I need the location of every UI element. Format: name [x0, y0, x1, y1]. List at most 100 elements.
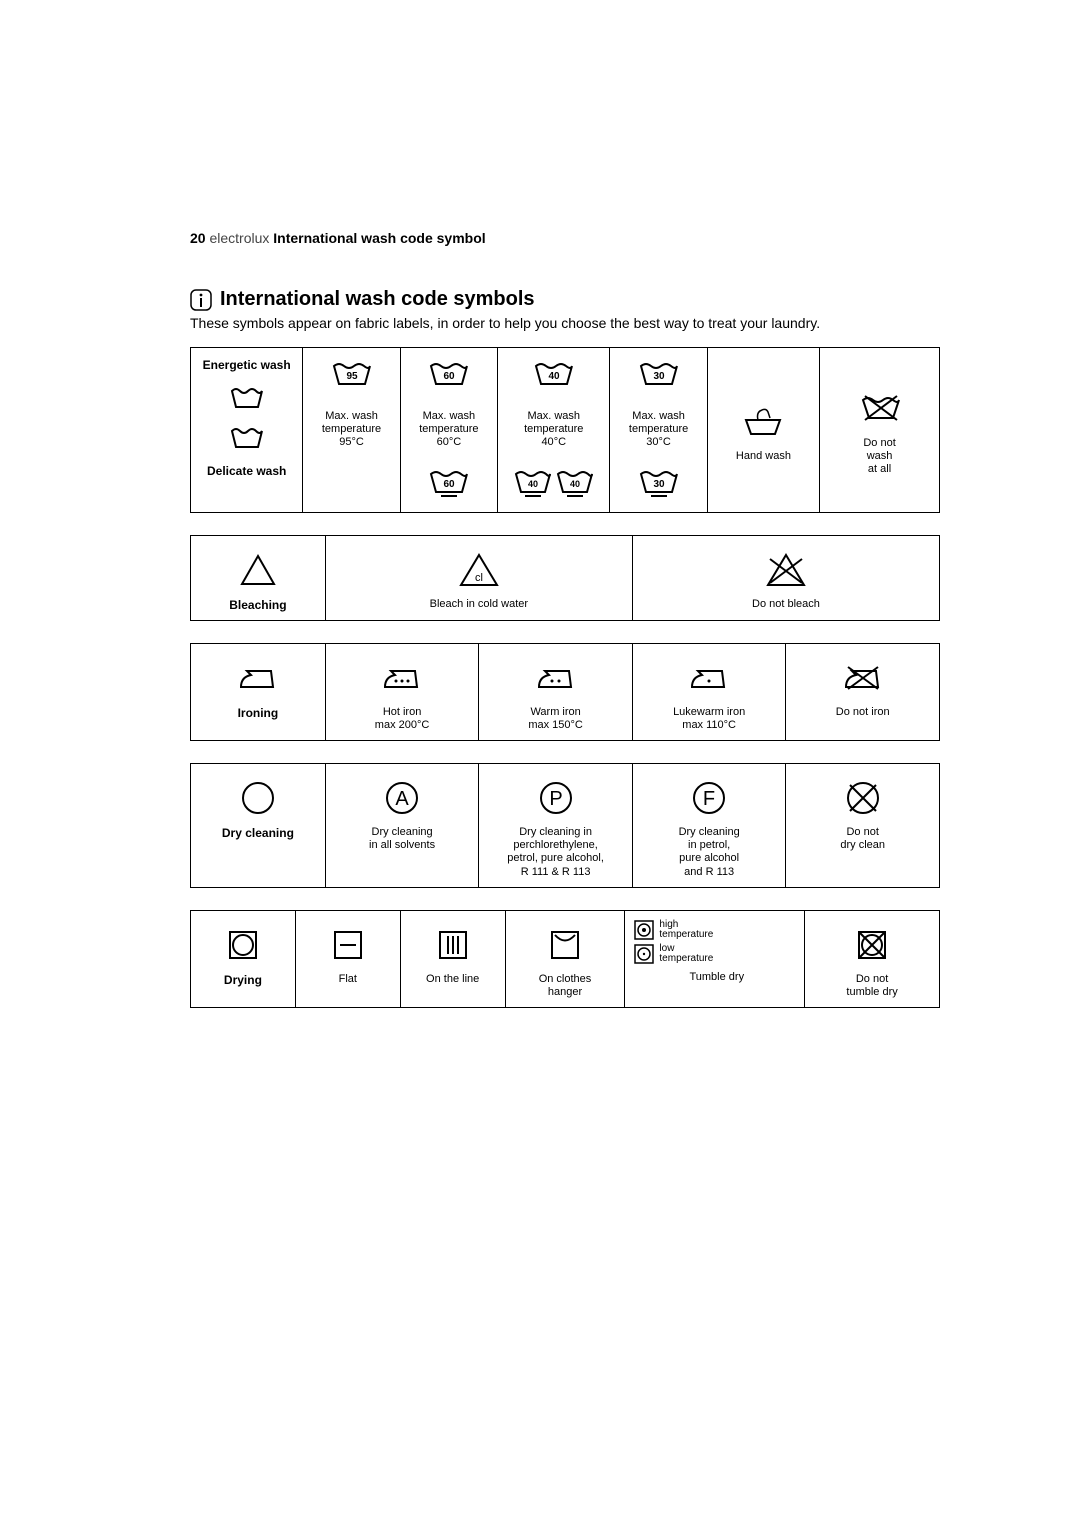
drycleaning-label: Dry cleaning — [195, 826, 321, 840]
dryclean-donot-label: Do not dry clean — [790, 826, 935, 852]
iron-3dot-icon — [381, 663, 423, 693]
iron-1dot-icon — [688, 663, 730, 693]
dryclean-a-label: Dry cleaning in all solvents — [330, 826, 475, 852]
svg-text:40: 40 — [570, 479, 580, 489]
dryclean-p-cell: P Dry cleaning in perchlorethylene, petr… — [479, 763, 633, 887]
section-name: International wash code symbol — [273, 230, 485, 246]
wash-tub-30-icon: 30 — [637, 360, 681, 388]
document-page: 20 electrolux International wash code sy… — [0, 0, 1080, 1527]
triangle-cl-icon: cl — [457, 551, 501, 589]
dryclean-f-cell: F Dry cleaning in petrol, pure alcohol a… — [632, 763, 786, 887]
tumble-low-label: low temperature — [659, 944, 713, 964]
hand-wash-cell: Hand wash — [707, 348, 819, 513]
page-number: 20 — [190, 230, 206, 246]
intro-text: These symbols appear on fabric labels, i… — [190, 315, 940, 331]
svg-text:40: 40 — [548, 371, 560, 382]
ironing-label-cell: Ironing — [191, 643, 326, 740]
do-not-wash-icon — [857, 392, 903, 426]
delicate-wash-label: Delicate wash — [195, 464, 298, 478]
wash-tub-60-icon: 60 — [427, 360, 471, 388]
hand-wash-icon — [740, 404, 786, 440]
svg-text:30: 30 — [653, 371, 665, 382]
iron-donot-label: Do not iron — [790, 706, 935, 719]
dryclean-donot-cell: Do not dry clean — [786, 763, 940, 887]
iron-hot-label: Hot iron max 200°C — [330, 706, 475, 732]
dry-flat-label: Flat — [300, 973, 396, 986]
dry-tumble-cell: high temperature low temperature Tumble … — [625, 910, 805, 1007]
wash-95-delicate — [303, 458, 400, 513]
svg-text:cl: cl — [475, 572, 483, 584]
wash-60-delicate: 60 — [400, 458, 497, 513]
wash-tub-40-delicate-icon: 40 — [513, 468, 553, 500]
wash-30-desc: Max. washtemperature30°C — [610, 402, 707, 458]
iron-cross-icon — [842, 663, 884, 693]
wash-40-desc: Max. washtemperature40°C — [498, 402, 610, 458]
title-row: International wash code symbols — [190, 288, 940, 311]
square-circle-cross-icon — [855, 928, 889, 962]
svg-text:A: A — [395, 788, 409, 810]
iron-lukewarm-cell: Lukewarm iron max 110°C — [632, 643, 786, 740]
circle-f-icon: F — [690, 779, 728, 817]
info-icon — [190, 289, 212, 311]
dry-donot-label: Do not tumble dry — [809, 973, 935, 999]
wash-95-desc: Max. washtemperature95°C — [303, 402, 400, 458]
svg-text:60: 60 — [443, 479, 455, 490]
iron-donot-cell: Do not iron — [786, 643, 940, 740]
do-not-wash-label: Do not wash at all — [824, 437, 935, 477]
page-title: International wash code symbols — [220, 288, 535, 311]
tumble-dry-label: Tumble dry — [633, 971, 800, 984]
wash-30-delicate: 30 — [610, 458, 707, 513]
wash-95-cell: 95 — [303, 348, 400, 403]
washing-table: Energetic wash Delicate wash 95 60 40 30 — [190, 347, 940, 513]
do-not-bleach-label: Do not bleach — [637, 598, 935, 611]
wash-40-cell: 40 — [498, 348, 610, 403]
dry-line-cell: On the line — [400, 910, 505, 1007]
iron-icon — [237, 663, 279, 693]
wash-tub-40-delicate-icon: 40 — [555, 468, 595, 500]
drycleaning-table: Dry cleaning A Dry cleaning in all solve… — [190, 763, 940, 888]
do-not-bleach-cell: Do not bleach — [632, 535, 939, 620]
triangle-cross-icon — [764, 551, 808, 589]
tumble-high-icon — [633, 919, 655, 941]
wash-tub-95-icon: 95 — [330, 360, 374, 388]
square-dash-icon — [331, 928, 365, 962]
wash-tub-icon — [195, 378, 298, 418]
bleach-cold-cell: cl Bleach in cold water — [325, 535, 632, 620]
wash-tub-60-delicate-icon: 60 — [427, 468, 471, 500]
iron-warm-cell: Warm iron max 150°C — [479, 643, 633, 740]
dryclean-p-label: Dry cleaning in perchlorethylene, petrol… — [483, 826, 628, 879]
wash-60-desc: Max. washtemperature60°C — [400, 402, 497, 458]
bleaching-label: Bleaching — [195, 598, 321, 612]
wash-60-cell: 60 — [400, 348, 497, 403]
dry-hanger-label: On clothes hanger — [510, 973, 621, 999]
bleach-cold-label: Bleach in cold water — [330, 598, 628, 611]
iron-hot-cell: Hot iron max 200°C — [325, 643, 479, 740]
wash-40-delicate: 40 40 — [498, 458, 610, 513]
energetic-wash-label: Energetic wash — [195, 358, 298, 372]
ironing-label: Ironing — [195, 706, 321, 720]
dryclean-f-label: Dry cleaning in petrol, pure alcohol and… — [637, 826, 782, 879]
square-arc-icon — [548, 928, 582, 962]
svg-text:60: 60 — [443, 371, 455, 382]
iron-warm-label: Warm iron max 150°C — [483, 706, 628, 732]
svg-text:40: 40 — [528, 479, 538, 489]
svg-text:P: P — [549, 788, 562, 810]
do-not-wash-cell: Do not wash at all — [820, 348, 940, 513]
square-lines-icon — [436, 928, 470, 962]
circle-icon — [239, 779, 277, 817]
wash-30-cell: 30 — [610, 348, 707, 403]
circle-p-icon: P — [537, 779, 575, 817]
circle-a-icon: A — [383, 779, 421, 817]
bleaching-label-cell: Bleaching — [191, 535, 326, 620]
hand-wash-label: Hand wash — [712, 450, 815, 463]
dry-line-label: On the line — [405, 973, 501, 986]
wash-tub-30-delicate-icon: 30 — [637, 468, 681, 500]
svg-text:95: 95 — [346, 371, 358, 382]
drycleaning-label-cell: Dry cleaning — [191, 763, 326, 887]
tumble-high-label: high temperature — [659, 920, 713, 940]
dry-flat-cell: Flat — [295, 910, 400, 1007]
iron-2dot-icon — [535, 663, 577, 693]
drying-table: Drying Flat On the line On clothes hange… — [190, 910, 940, 1008]
circle-cross-icon — [844, 779, 882, 817]
drying-label-cell: Drying — [191, 910, 296, 1007]
